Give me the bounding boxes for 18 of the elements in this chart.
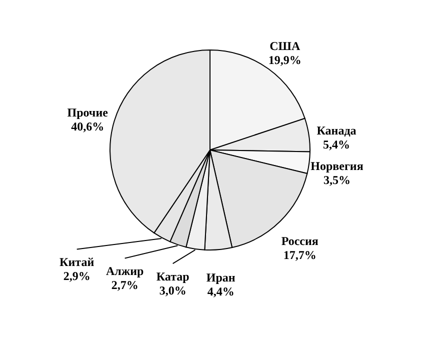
slice-label: Канада bbox=[316, 124, 356, 138]
data-label: 3,0% bbox=[159, 284, 186, 298]
data-label: 2,9% bbox=[63, 269, 90, 284]
data-label: 5,4% bbox=[323, 138, 350, 152]
data-label: 3,5% bbox=[323, 173, 350, 188]
data-label: 17,7% bbox=[283, 248, 316, 262]
data-label: 19,9% bbox=[268, 53, 302, 68]
slice-label: Алжир bbox=[106, 264, 144, 278]
slice-label: США bbox=[270, 39, 300, 54]
slice-label: Китай bbox=[60, 255, 94, 270]
data-label: 2,7% bbox=[111, 278, 138, 292]
slice-label: Россия bbox=[281, 234, 319, 248]
slice-label: Катар bbox=[156, 270, 190, 284]
data-label: 4,4% bbox=[207, 284, 234, 299]
slice-label: Иран bbox=[206, 270, 236, 285]
slice-label: Норвегия bbox=[310, 159, 364, 174]
data-label: 40,6% bbox=[71, 120, 104, 134]
slice-label: Прочие bbox=[67, 106, 109, 120]
